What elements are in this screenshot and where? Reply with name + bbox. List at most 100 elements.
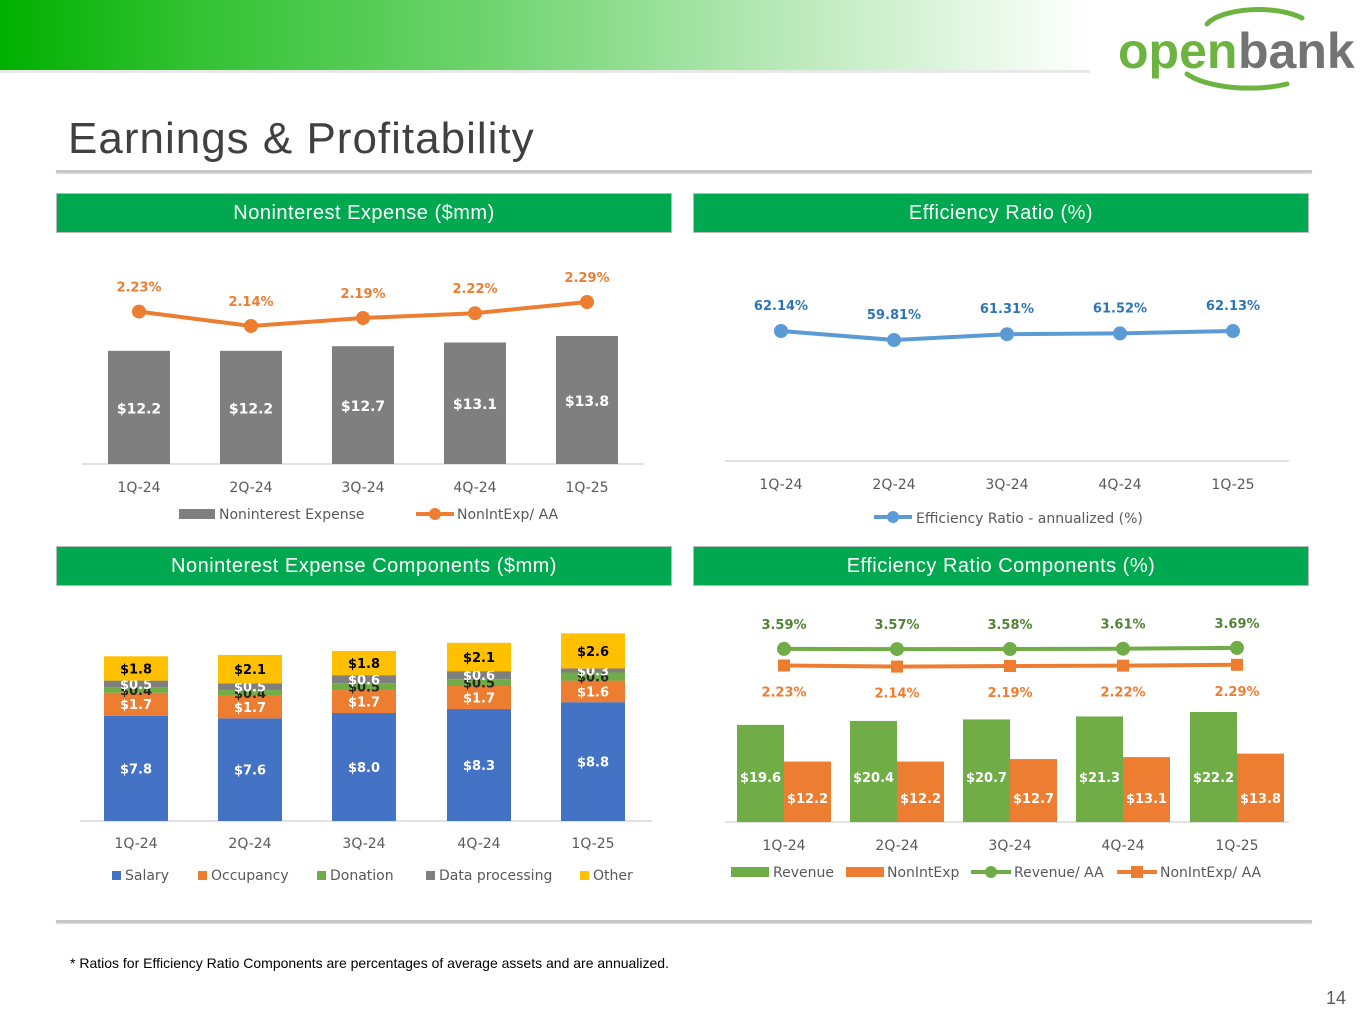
logo-arc-bottom	[1184, 71, 1290, 91]
line-value-label-nonintexp-aa: 2.19%	[987, 686, 1032, 701]
segment-value-label: $2.6	[577, 645, 609, 660]
point-nonintexp-aa	[244, 319, 258, 333]
bar-noninterest-expense	[556, 336, 618, 464]
x-tick-label: 3Q-24	[988, 838, 1031, 854]
segment-value-label: $8.8	[577, 756, 609, 771]
legend-label-occupancy: Occupancy	[211, 868, 289, 884]
x-tick-label: 3Q-24	[985, 477, 1028, 493]
bar-nonintexp	[784, 761, 831, 822]
bar-segment-salary	[561, 702, 625, 821]
point-efficiency-ratio	[887, 333, 901, 347]
bar-segment-occupancy	[332, 690, 396, 713]
bar-segment-donation	[447, 679, 511, 686]
legend-label-revenue-aa: Revenue/ AA	[1014, 865, 1104, 881]
point-nonintexp-aa	[580, 295, 594, 309]
segment-value-label: $7.6	[234, 764, 266, 779]
point-revenue-aa	[1003, 642, 1017, 656]
noninterest-expense-components-chart: $7.8$1.7$0.4$0.5$1.81Q-24$7.6$1.7$0.4$0.…	[80, 633, 652, 884]
x-tick-label: 1Q-25	[571, 836, 614, 852]
bar-segment-salary	[332, 713, 396, 821]
point-nonintexp-aa	[356, 311, 370, 325]
point-efficiency-ratio	[774, 324, 788, 338]
bar-nonintexp	[1010, 759, 1057, 822]
bar-value-label-nonintexp: $13.8	[1240, 792, 1281, 807]
x-tick-label: 3Q-24	[342, 836, 385, 852]
bar-noninterest-expense	[220, 350, 282, 464]
legend-label-other: Other	[593, 868, 633, 884]
legend-label-revenue: Revenue	[773, 865, 834, 881]
legend-marker-nonintexp-aa	[429, 508, 441, 520]
x-tick-label: 3Q-24	[341, 480, 384, 496]
bar-segment-data-processing	[561, 668, 625, 673]
x-tick-label: 1Q-24	[117, 480, 160, 496]
point-efficiency-ratio	[1113, 326, 1127, 341]
bar-value-label-nonintexp: $13.1	[1126, 792, 1167, 807]
bar-revenue	[963, 719, 1010, 822]
point-nonintexp-aa	[1004, 660, 1016, 672]
legend-label-noninterest-expense: Noninterest Expense	[219, 507, 364, 523]
line-value-label-revenue-aa: 3.61%	[1100, 618, 1145, 633]
bar-value-label-revenue: $21.3	[1079, 771, 1120, 786]
line-value-label-nonintexp-aa: 2.22%	[1100, 686, 1145, 701]
bar-value-label-revenue: $19.6	[740, 771, 781, 786]
bar-value-label-nonintexp: $12.7	[1013, 792, 1054, 807]
bar-value-label: $13.8	[565, 394, 609, 410]
legend-swatch-donation	[317, 871, 326, 880]
x-tick-label: 4Q-24	[1101, 838, 1144, 854]
line-value-label: 61.52%	[1093, 301, 1147, 316]
line-value-label: 61.31%	[980, 302, 1034, 317]
line-value-label: 2.14%	[228, 295, 273, 310]
legend-label-salary: Salary	[125, 868, 169, 884]
point-revenue-aa	[1116, 641, 1130, 656]
bar-noninterest-expense	[444, 342, 506, 464]
bar-value-label: $12.2	[117, 401, 161, 417]
bar-segment-occupancy	[447, 686, 511, 709]
efficiency-ratio-components-chart: $19.6 $12.2 1Q-24 $20.4 $12.2 2Q-24 $20.7 $12.7…	[725, 617, 1289, 881]
panel-title-noninterest-expense: Noninterest Expense ($mm)	[56, 193, 672, 233]
bar-segment-donation	[218, 690, 282, 696]
point-revenue-aa	[1230, 640, 1244, 655]
bar-segment-salary	[447, 708, 511, 821]
bar-segment-data-processing	[104, 680, 168, 688]
segment-value-label: $0.5	[120, 678, 152, 693]
point-nonintexp-aa	[1231, 658, 1243, 671]
segment-value-label: $2.1	[234, 663, 266, 678]
segment-value-label: $0.6	[463, 669, 495, 684]
line-value-label: 62.14%	[754, 299, 808, 314]
x-tick-label: 4Q-24	[457, 836, 500, 852]
logo-arc-top	[1204, 7, 1305, 27]
legend-label-donation: Donation	[330, 868, 394, 884]
line-value-label-nonintexp-aa: 2.29%	[1214, 685, 1259, 700]
legend-swatch-noninterest-expense	[179, 509, 215, 519]
point-efficiency-ratio	[1000, 327, 1014, 342]
segment-value-label: $0.6	[577, 671, 609, 686]
line-value-label: 2.22%	[452, 282, 497, 297]
bar-revenue	[850, 720, 897, 822]
point-revenue-aa	[890, 642, 904, 657]
header-gradient-band	[0, 0, 1090, 73]
x-tick-label: 4Q-24	[453, 480, 496, 496]
line-value-label: 62.13%	[1206, 299, 1260, 314]
panel-title-efficiency-ratio: Efficiency Ratio (%)	[693, 193, 1309, 233]
bar-nonintexp	[1123, 757, 1170, 822]
legend-marker-nonintexp-aa	[1131, 866, 1143, 878]
line-value-label-nonintexp-aa: 2.23%	[761, 686, 806, 701]
x-tick-label: 1Q-24	[114, 836, 157, 852]
x-tick-label: 1Q-25	[1211, 477, 1254, 493]
bar-segment-donation	[561, 672, 625, 681]
bar-value-label-revenue: $20.4	[853, 771, 894, 786]
segment-value-label: $0.4	[234, 687, 266, 702]
panel-title-efficiency-ratio-components: Efficiency Ratio Components (%)	[693, 546, 1309, 586]
segment-value-label: $8.0	[348, 761, 380, 776]
noninterest-expense-chart: $12.2 1Q-24 $12.2 2Q-24 $12.7 3Q-24 $13.1 4Q-24…	[82, 271, 644, 523]
bar-segment-occupancy	[561, 680, 625, 703]
bar-segment-other	[104, 656, 168, 681]
x-tick-label: 4Q-24	[1098, 477, 1141, 493]
bar-noninterest-expense	[108, 350, 170, 464]
segment-value-label: $1.7	[234, 701, 266, 716]
bar-revenue	[1190, 712, 1237, 822]
bar-nonintexp	[897, 761, 944, 822]
bar-segment-salary	[104, 715, 168, 821]
legend-label-nonintexp-aa: NonIntExp/ AA	[457, 507, 559, 523]
x-tick-label: 2Q-24	[228, 836, 271, 852]
